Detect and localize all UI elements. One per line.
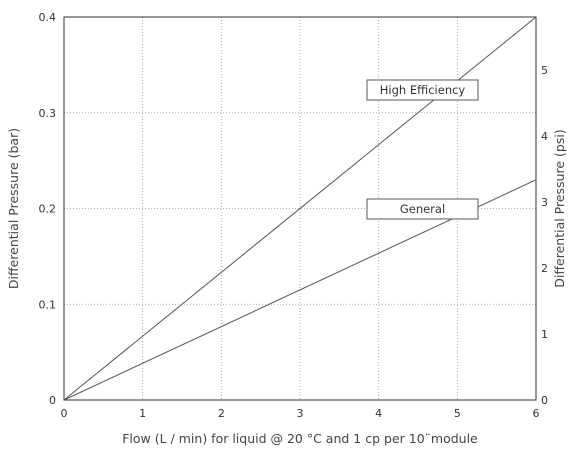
y-tick-label: 0.2	[39, 203, 57, 216]
x-tick-label: 2	[218, 407, 225, 420]
y-tick-label: 0.4	[39, 11, 57, 24]
y-tick-labels: 0 0.1 0.2 0.3 0.4	[39, 11, 57, 407]
series-label-box	[366, 79, 479, 101]
y-tick-label: 0.1	[39, 298, 57, 311]
x-tick-label: 1	[139, 407, 146, 420]
y2-tick-label: 3	[541, 196, 548, 209]
series-label-text: General	[400, 202, 445, 216]
series-label-text: High Efficiency	[380, 83, 466, 97]
y-axis-title: Differential Pressure (bar)	[6, 128, 21, 289]
plot-frame	[63, 16, 537, 401]
x-axis-title: Flow (L / min) for liquid @ 20 °C and 1 …	[122, 431, 478, 446]
series-label-box	[366, 198, 479, 220]
x-tick-label: 0	[61, 407, 68, 420]
x-tick-labels: 0 1 2 3 4 5 6	[61, 407, 540, 420]
series-label: General	[366, 198, 479, 220]
y2-tick-labels: 0 1 2 3 4 5	[541, 64, 548, 407]
series-label: High Efficiency	[366, 79, 479, 101]
y2-tick-label: 2	[541, 262, 548, 275]
y-tick-label: 0	[49, 394, 56, 407]
x-tick-label: 6	[533, 407, 540, 420]
y2-tick-label: 0	[541, 394, 548, 407]
y2-tick-label: 1	[541, 328, 548, 341]
series-label-boxes: High Efficiency General	[366, 79, 479, 220]
y2-tick-label: 4	[541, 130, 548, 143]
y2-axis-title: Differential Pressure (psi)	[552, 129, 567, 287]
x-tick-label: 3	[297, 407, 304, 420]
x-tick-label: 5	[454, 407, 461, 420]
y-tick-label: 0.3	[39, 107, 57, 120]
y2-tick-label: 5	[541, 64, 548, 77]
x-tick-label: 4	[375, 407, 382, 420]
